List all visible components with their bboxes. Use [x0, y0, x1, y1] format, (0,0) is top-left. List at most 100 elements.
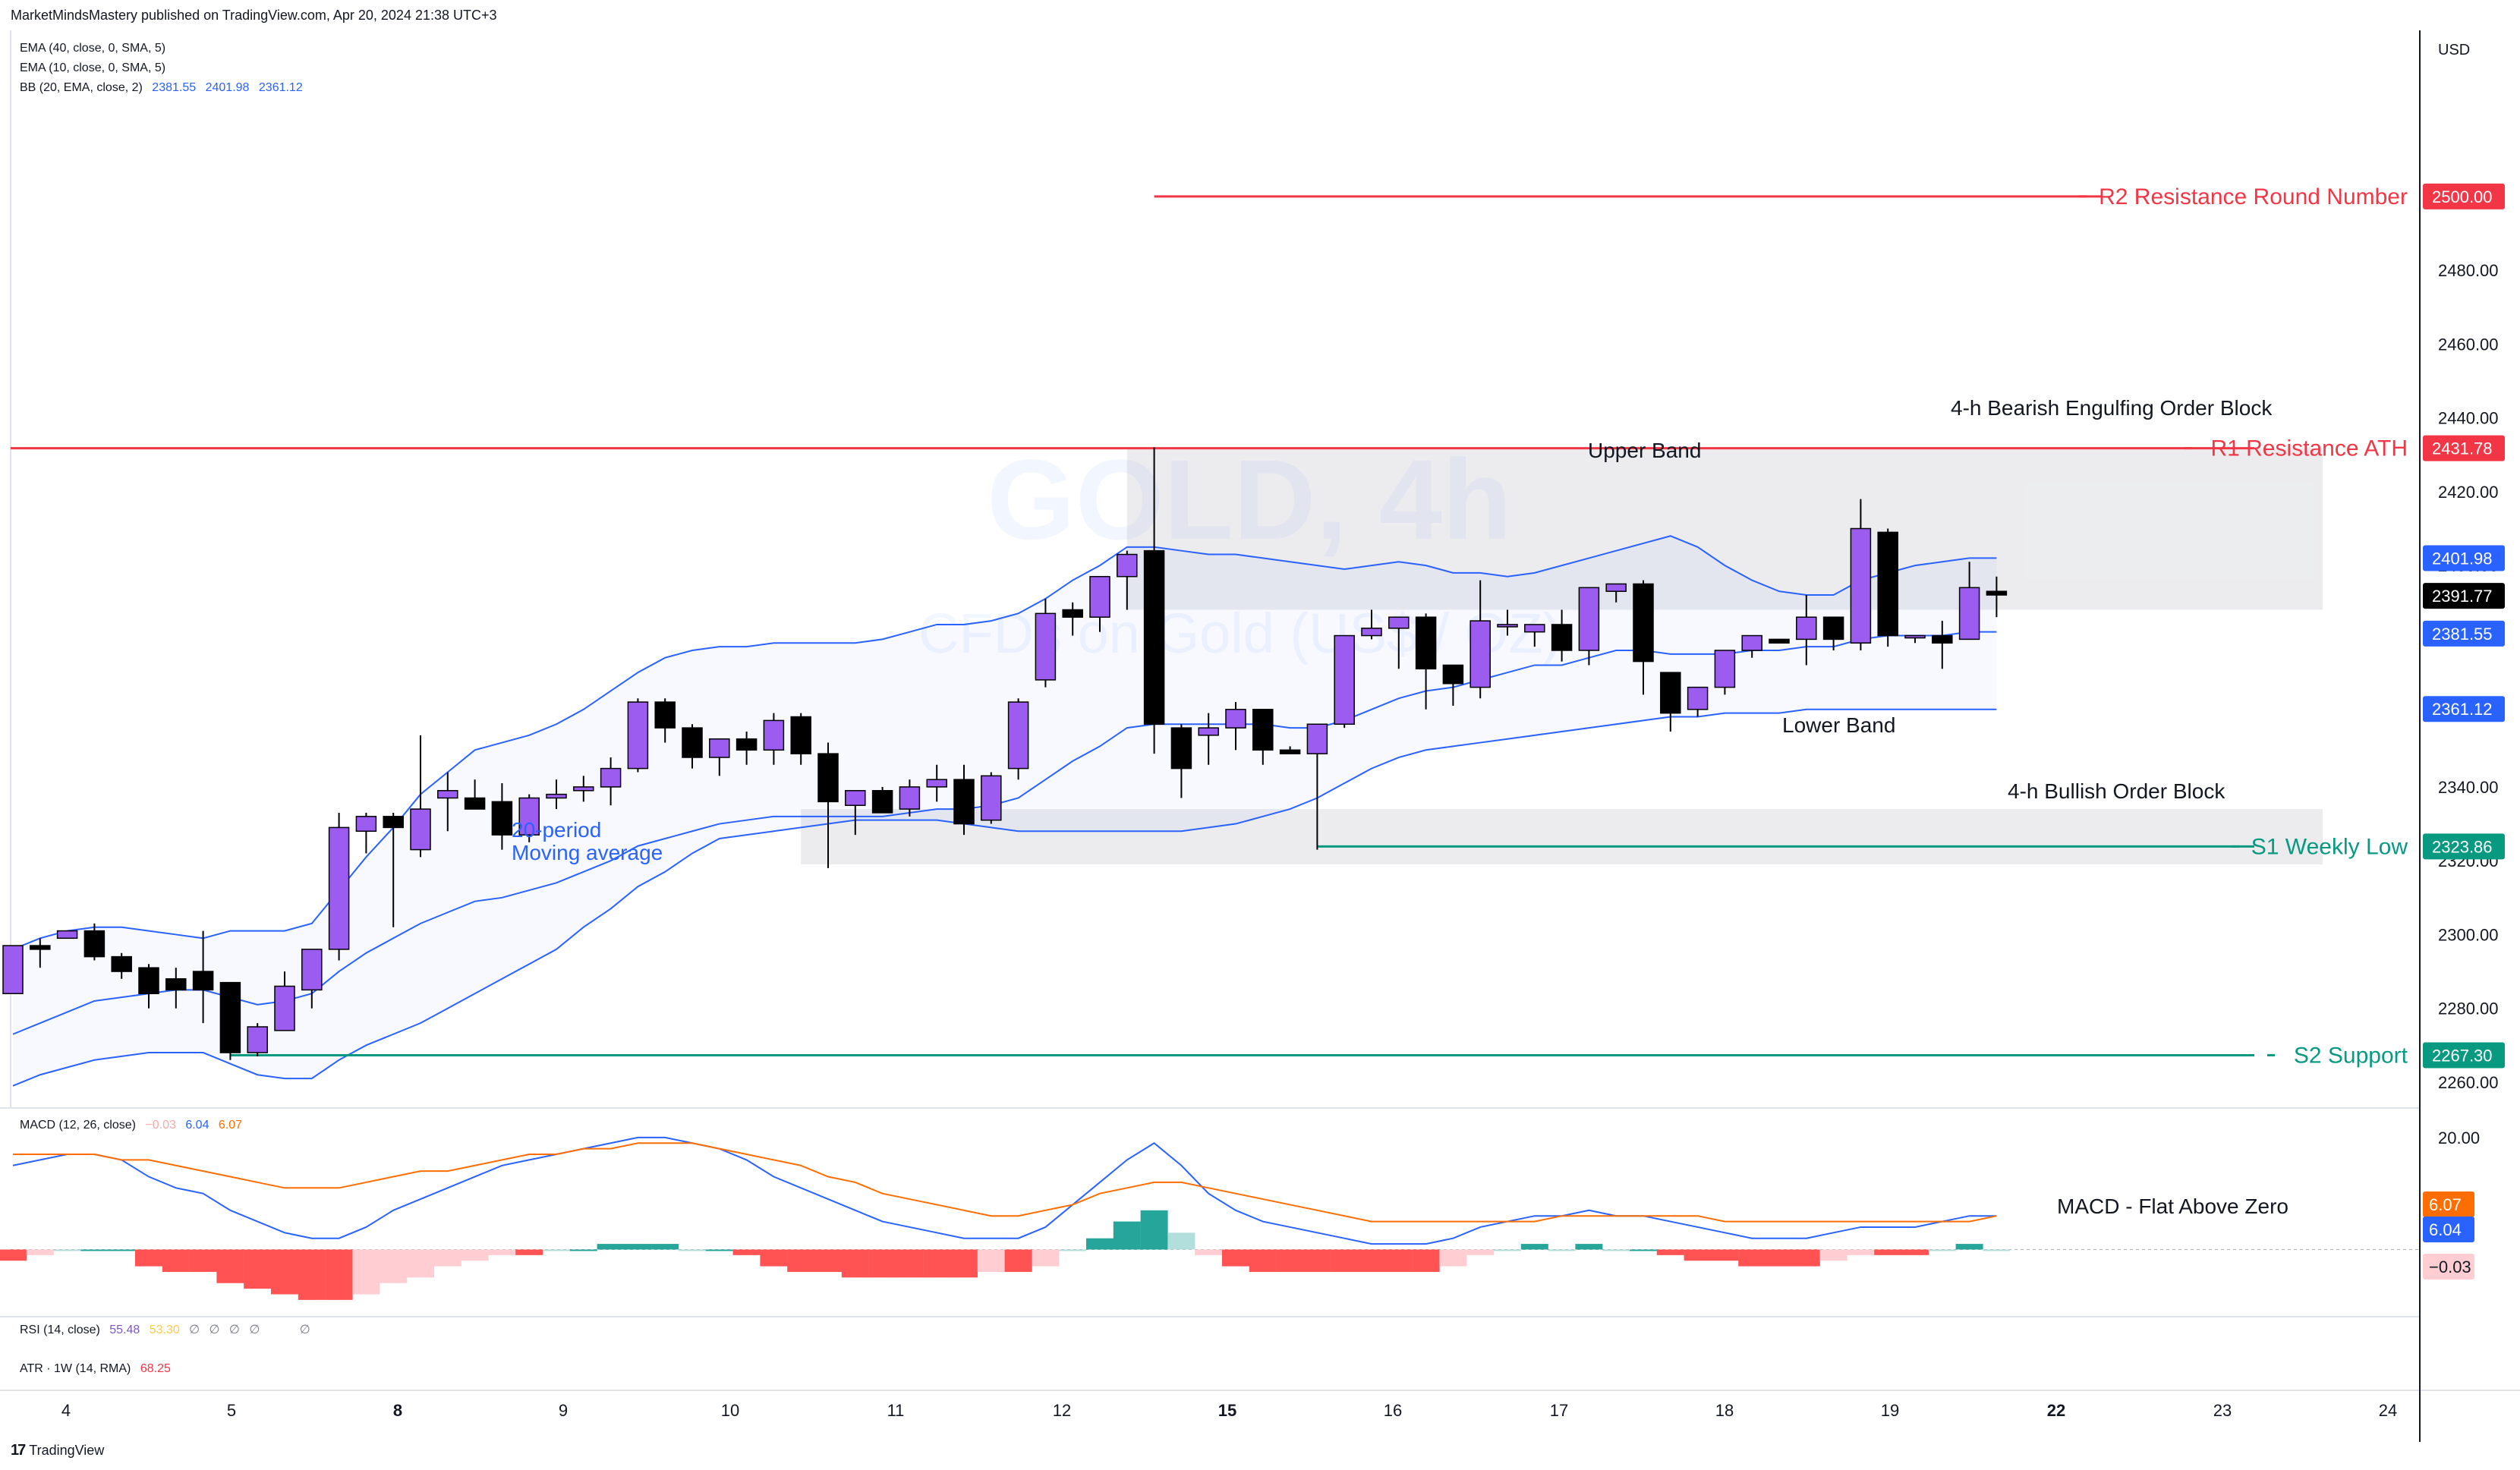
macd-histogram-bar	[1167, 1232, 1195, 1250]
macd-histogram-bar	[1847, 1249, 1875, 1255]
macd-legend[interactable]: MACD (12, 26, close) −0.03 6.04 6.07	[20, 1119, 242, 1132]
candle-body	[926, 779, 947, 788]
bb-lower-line	[12, 708, 1997, 1087]
ema10-legend[interactable]: EMA (10, close, 0, SMA, 5)	[20, 61, 165, 75]
candle	[926, 764, 947, 802]
candle-body	[1986, 590, 2008, 596]
candle-body	[1388, 616, 1410, 629]
candle	[1306, 723, 1328, 850]
macd-histogram-bar	[1792, 1249, 1820, 1267]
macd-histogram-bar	[1520, 1244, 1548, 1250]
macd-histogram-bar	[1195, 1249, 1223, 1255]
candle	[437, 772, 458, 832]
time-tick-label: 22	[2047, 1401, 2065, 1420]
candle	[355, 812, 377, 854]
candle-body	[1415, 616, 1437, 670]
candle	[817, 742, 839, 868]
candle-body	[464, 797, 486, 810]
footer-brand[interactable]: 17 TradingView	[11, 1442, 104, 1459]
candle-body	[654, 701, 676, 729]
candle-body	[1469, 620, 1491, 688]
candle-body	[871, 790, 893, 814]
price-tick-label: 2260.00	[2438, 1073, 2499, 1092]
candle-body	[111, 955, 132, 972]
macd-histogram-bar	[868, 1249, 896, 1278]
price-tick-label: 2420.00	[2438, 483, 2499, 502]
candle	[871, 786, 893, 814]
level-label: S1 Weekly Low	[2251, 834, 2408, 859]
candle	[1822, 616, 1844, 650]
rsi-legend[interactable]: RSI (14, close) 55.48 53.30 ∅ ∅ ∅ ∅ ∅	[20, 1322, 310, 1337]
rsi-empty-3: ∅	[229, 1324, 240, 1336]
macd-line-value: 6.04	[185, 1119, 209, 1132]
candle-body	[1796, 616, 1817, 641]
candle	[464, 779, 486, 810]
macd-histogram-bar	[80, 1249, 109, 1251]
macd-histogram-bar	[1276, 1249, 1304, 1272]
candle	[546, 779, 567, 810]
ema40-legend[interactable]: EMA (40, close, 0, SMA, 5)	[20, 42, 165, 55]
candle	[328, 812, 350, 961]
macd-histogram-bar	[1602, 1249, 1630, 1251]
candle-body	[682, 727, 703, 758]
price-tag	[2423, 435, 2505, 461]
candle-body	[1442, 664, 1464, 685]
candle-body	[56, 930, 78, 940]
rsi-label: RSI (14, close)	[20, 1324, 100, 1336]
price-tag-label: 2401.98	[2432, 549, 2493, 568]
candle-body	[1252, 709, 1274, 751]
macd-histogram-bar	[1819, 1249, 1847, 1261]
candle-body	[1605, 583, 1627, 592]
candle-body	[1198, 727, 1219, 736]
candle	[1143, 447, 1165, 754]
macd-histogram-bar	[732, 1249, 761, 1255]
time-tick-label: 9	[559, 1401, 568, 1420]
candle	[1524, 624, 1545, 647]
candle-body	[1035, 612, 1057, 681]
macd-histogram-bar	[1004, 1249, 1032, 1272]
zone-label: 4-h Bullish Order Block	[2008, 779, 2225, 803]
candle-body	[1089, 575, 1110, 618]
candle	[1361, 609, 1382, 640]
macd-histogram-bar	[1955, 1244, 1983, 1250]
candle-body	[83, 930, 106, 958]
price-tag	[2423, 833, 2505, 860]
macd-label: MACD (12, 26, close)	[20, 1119, 136, 1132]
candle-body	[953, 779, 975, 825]
macd-histogram-bar	[26, 1249, 54, 1255]
candle	[491, 783, 513, 850]
rsi-ma-value: 53.30	[149, 1324, 180, 1336]
candle	[845, 790, 866, 836]
price-tick-label: 2280.00	[2438, 999, 2499, 1018]
candle	[1035, 598, 1057, 688]
candle-body	[1306, 723, 1328, 754]
macd-histogram-bar	[841, 1249, 869, 1278]
candle-body	[1334, 634, 1355, 725]
price-tick-label: 2300.00	[2438, 925, 2499, 944]
macd-histogram-bar	[216, 1249, 244, 1283]
macd-tag-label: −0.03	[2429, 1258, 2471, 1276]
candle-body	[1062, 609, 1083, 618]
candle	[790, 713, 811, 765]
candle-body	[1877, 531, 1898, 637]
candle	[899, 779, 921, 817]
watermark-symbol: GOLD, 4h	[987, 436, 1512, 563]
candle-body	[1741, 634, 1762, 651]
macd-histogram-bar	[1630, 1249, 1657, 1251]
candle	[573, 776, 594, 802]
candle	[1388, 616, 1410, 669]
macd-histogram-bar	[461, 1249, 489, 1261]
bb-legend[interactable]: BB (20, EMA, close, 2) 2381.55 2401.98 2…	[20, 81, 303, 95]
candle	[247, 1023, 268, 1056]
candle-body	[383, 816, 404, 829]
candle-body	[1769, 638, 1790, 644]
candle	[410, 735, 431, 858]
watermark-name: CFDs on Gold (US$ / OZ)	[918, 602, 1561, 665]
candle-body	[355, 816, 377, 833]
candle-body	[1714, 650, 1736, 688]
macd-tag	[2423, 1191, 2474, 1217]
atr-legend[interactable]: ATR · 1W (14, RMA) 68.25	[20, 1362, 171, 1376]
candle	[165, 968, 187, 1009]
candle	[138, 964, 159, 1009]
